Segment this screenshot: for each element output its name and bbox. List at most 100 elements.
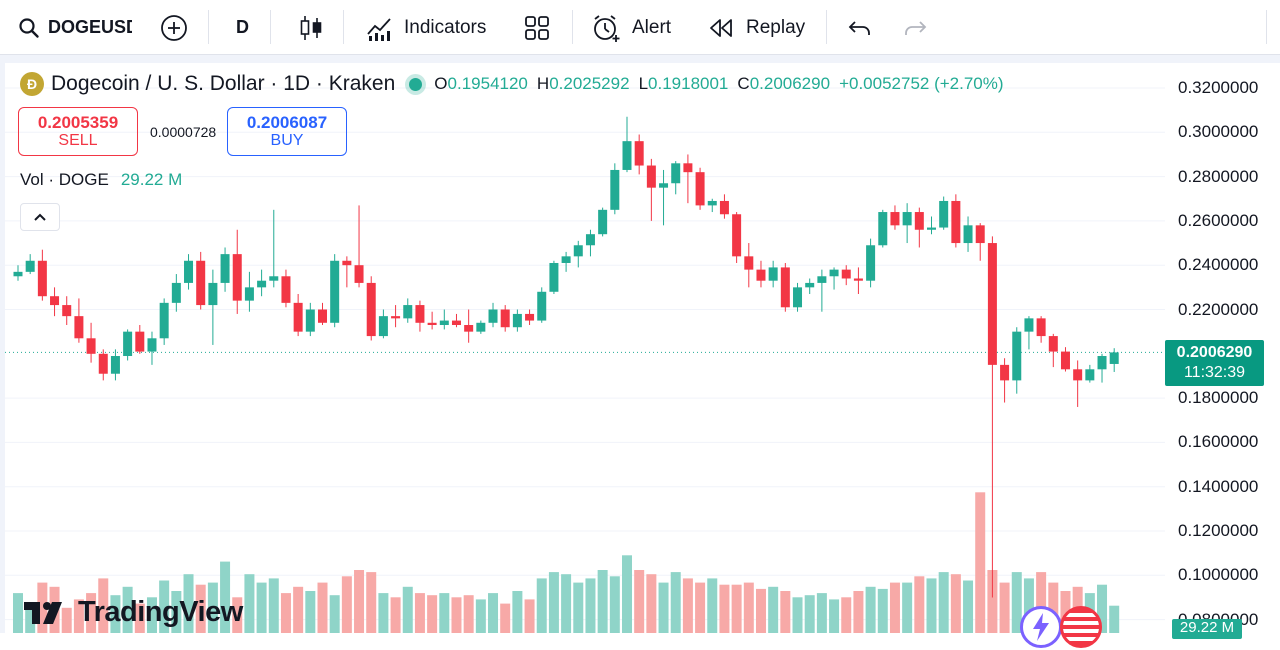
candles-icon <box>300 15 322 40</box>
last-price-tag: 0.2006290 11:32:39 <box>1165 340 1264 386</box>
toolbar-divider <box>826 10 827 44</box>
candle-body <box>963 225 973 244</box>
indicators-label: Indicators <box>404 16 487 38</box>
candle-body <box>1048 336 1058 352</box>
templates-button[interactable] <box>524 0 550 55</box>
candle-body <box>622 141 632 170</box>
us-flag-icon[interactable] <box>1060 606 1102 648</box>
volume-bar <box>268 578 279 633</box>
volume-bar <box>146 597 157 633</box>
replay-button[interactable]: Replay <box>708 0 805 55</box>
volume-bar <box>658 582 669 633</box>
volume-bar <box>889 582 900 633</box>
interval-button[interactable]: D <box>236 0 249 55</box>
candle-body <box>257 280 267 288</box>
volume-bar <box>475 599 486 633</box>
compare-button[interactable] <box>160 0 188 55</box>
legend-title[interactable]: Dogecoin / U. S. Dollar · 1D · Kraken <box>51 72 396 95</box>
candle-body <box>354 265 364 283</box>
candle-body <box>927 227 936 230</box>
candle-body <box>610 169 620 210</box>
candle-body <box>512 313 522 328</box>
candle-body <box>1036 318 1046 337</box>
candle-body <box>817 276 827 283</box>
candle-body <box>25 260 35 272</box>
lightning-icon[interactable] <box>1020 606 1062 648</box>
volume-bar <box>987 570 998 633</box>
candle-body <box>829 269 839 277</box>
candle-body <box>427 322 437 326</box>
redo-button[interactable] <box>903 0 927 55</box>
volume-bar <box>853 591 864 633</box>
volume-bar <box>171 591 182 633</box>
candle-body <box>939 200 949 228</box>
candle-body <box>476 322 486 332</box>
candle-body <box>987 243 997 365</box>
volume-bar <box>695 582 706 633</box>
candle-body <box>37 260 47 297</box>
candle-body <box>50 296 60 306</box>
candle-body <box>281 276 291 303</box>
volume-bar <box>1023 578 1034 633</box>
volume-bar <box>86 593 97 633</box>
candle-body <box>719 200 729 215</box>
volume-bar <box>232 597 243 633</box>
volume-bar <box>341 576 352 633</box>
volume-bar <box>816 593 827 633</box>
last-price-value: 0.2006290 <box>1176 344 1253 361</box>
volume-bar <box>13 593 23 633</box>
volume-bar <box>902 582 913 633</box>
undo-button[interactable] <box>848 0 872 55</box>
candle-body <box>451 320 461 326</box>
volume-bar <box>950 574 961 633</box>
bar-countdown: 11:32:39 <box>1183 364 1246 381</box>
candle-body <box>330 260 340 323</box>
buy-button[interactable]: 0.2006087 BUY <box>227 107 347 156</box>
candle-body <box>184 260 194 283</box>
candle-body <box>403 305 413 319</box>
symbol-text: DOGEUSD <box>48 17 132 37</box>
candle-body <box>549 262 559 292</box>
toolbar-divider <box>343 10 344 44</box>
symbol-search[interactable]: DOGEUSD <box>18 0 132 55</box>
collapse-legend-button[interactable] <box>20 203 60 231</box>
indicators-button[interactable]: Indicators <box>366 0 486 55</box>
tradingview-logo[interactable]: TradingView <box>22 596 243 629</box>
symbol-legend[interactable]: Ð Dogecoin / U. S. Dollar · 1D · Kraken … <box>20 70 1013 98</box>
volume-bar <box>914 576 925 633</box>
candle-body <box>500 309 510 328</box>
volume-bar <box>755 588 766 633</box>
candle-body <box>1073 369 1083 381</box>
candle-body <box>13 271 23 277</box>
candle-body <box>488 309 498 323</box>
alert-button[interactable]: Alert <box>591 0 671 55</box>
dogecoin-logo-icon: Ð <box>20 72 44 96</box>
candle-body <box>537 291 547 321</box>
toolbar-divider <box>208 10 209 44</box>
candle-body <box>914 212 924 230</box>
volume-bar <box>354 570 365 633</box>
volume-bar <box>743 582 754 633</box>
candle-body <box>244 287 254 301</box>
candle-body <box>74 316 84 339</box>
price-axis-label: 0.3000000 <box>1178 122 1259 142</box>
sell-button[interactable]: 0.2005359 SELL <box>18 107 138 156</box>
volume-bar <box>877 588 888 633</box>
bolt-icon <box>1033 613 1049 641</box>
candle-body <box>110 356 120 374</box>
volume-bar <box>707 578 718 633</box>
replay-label: Replay <box>746 16 806 38</box>
alert-label: Alert <box>632 16 672 38</box>
candle-body <box>220 254 230 283</box>
ohlc-values: O 0.1954120 H 0.2025292 L 0.1918001 C 0.2006… <box>434 74 1012 94</box>
candle-body <box>695 172 705 206</box>
volume-bar <box>134 603 145 633</box>
volume-legend[interactable]: Vol · DOGE 29.22 M <box>20 170 182 190</box>
volume-bar <box>402 586 413 633</box>
price-chart[interactable] <box>5 63 1280 633</box>
price-axis-label: 0.3200000 <box>1178 78 1259 97</box>
chart-pane[interactable] <box>0 63 1280 633</box>
candle-body <box>853 278 863 281</box>
candle-body <box>1000 364 1010 381</box>
chart-type-button[interactable] <box>298 0 324 55</box>
